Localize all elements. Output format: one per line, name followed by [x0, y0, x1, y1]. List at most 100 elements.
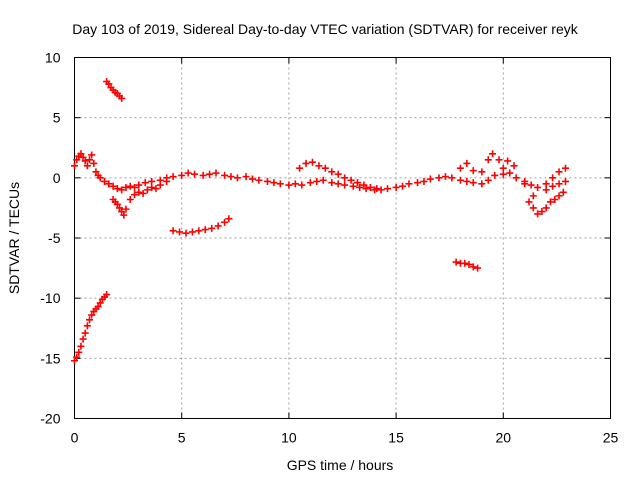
x-axis-label: GPS time / hours [287, 457, 394, 473]
data-point [83, 162, 91, 170]
data-point [448, 174, 456, 182]
data-point [178, 171, 186, 179]
data-point [463, 159, 471, 167]
data-point [73, 156, 81, 164]
data-point [191, 170, 199, 178]
data-point [392, 183, 400, 191]
data-point [399, 182, 407, 190]
y-tick-labels: -20 -15 -10 -5 0 5 10 [40, 50, 60, 427]
data-point [334, 180, 342, 188]
data-point [120, 211, 128, 219]
data-point [195, 227, 203, 235]
series-main-band [71, 150, 569, 194]
data-point [549, 174, 557, 182]
data-point [499, 170, 507, 178]
data-point [263, 177, 271, 185]
x-tick-label: 15 [388, 430, 404, 446]
data-point [77, 150, 85, 158]
data-point [435, 174, 443, 182]
data-point [199, 171, 207, 179]
data-point [315, 162, 323, 170]
data-point [188, 228, 196, 236]
x-tick-label: 5 [178, 430, 186, 446]
data-point [122, 183, 130, 191]
data-point [499, 164, 507, 172]
data-point [360, 181, 368, 189]
data-point [555, 180, 563, 188]
y-tick-label: -10 [40, 290, 60, 306]
data-point [101, 177, 109, 185]
data-point [308, 158, 316, 166]
data-point [527, 181, 535, 189]
data-point [201, 226, 209, 234]
series-segment-early-negative [71, 291, 111, 365]
data-point [559, 188, 567, 196]
data-point [373, 185, 381, 193]
data-point [71, 162, 78, 170]
data-point [79, 335, 87, 343]
x-tick-label: 10 [281, 430, 297, 446]
data-point [227, 173, 235, 181]
data-point [182, 229, 190, 237]
data-point [328, 179, 336, 187]
data-point [81, 157, 89, 165]
data-point [529, 192, 537, 200]
data-point [141, 179, 149, 187]
data-point [384, 185, 392, 193]
data-point [126, 195, 134, 203]
data-point [478, 180, 486, 188]
data-point [96, 174, 104, 182]
data-point [75, 348, 83, 356]
data-point [156, 181, 164, 189]
data-point [463, 177, 471, 185]
data-point [506, 169, 514, 177]
data-point [103, 291, 111, 299]
data-point [148, 177, 156, 185]
data-point [504, 157, 512, 165]
y-tick-label: -15 [40, 350, 60, 366]
data-point [118, 186, 126, 194]
data-point [306, 179, 314, 187]
data-point [118, 94, 126, 102]
data-point [555, 192, 563, 200]
data-point [319, 176, 327, 184]
data-point [456, 176, 464, 184]
data-point [88, 151, 96, 159]
data-point [96, 299, 104, 307]
data-point [474, 264, 482, 272]
data-point [461, 259, 469, 267]
data-point [105, 80, 113, 88]
data-point [113, 200, 121, 208]
data-point [86, 156, 94, 164]
data-point [109, 182, 117, 190]
data-point [478, 168, 486, 176]
data-point [105, 180, 113, 188]
data-point [354, 179, 362, 187]
data-point [349, 182, 357, 190]
data-point [221, 218, 229, 226]
x-tick-label: 25 [603, 430, 619, 446]
data-point [551, 195, 559, 203]
data-point [233, 174, 241, 182]
data-point [276, 180, 284, 188]
data-point [131, 191, 139, 199]
data-point [452, 258, 460, 266]
data-point [420, 177, 428, 185]
x-tick-label: 0 [71, 430, 79, 446]
series-segment-18h [452, 258, 482, 272]
data-point [426, 175, 434, 183]
y-tick-label: -20 [40, 411, 60, 427]
data-point [362, 185, 370, 193]
data-point [285, 181, 293, 189]
data-point [334, 170, 342, 178]
data-point [356, 183, 364, 191]
data-point [542, 186, 550, 194]
data-point [135, 188, 143, 196]
data-point [135, 181, 143, 189]
data-point [94, 303, 102, 311]
data-point [542, 204, 550, 212]
data-point [347, 176, 355, 184]
data-point [79, 153, 87, 161]
data-point [534, 210, 542, 218]
